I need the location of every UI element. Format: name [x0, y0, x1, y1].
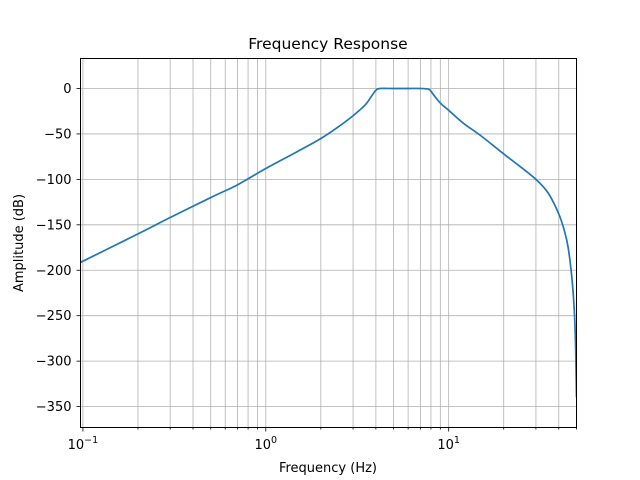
y-tick-label: −200 [36, 264, 72, 279]
y-tick-label: −350 [36, 400, 72, 415]
axis-ticks [76, 88, 577, 432]
y-tick-label: −150 [36, 218, 72, 233]
x-tick-label: 100 [254, 435, 277, 453]
y-tick-label: −300 [36, 355, 72, 370]
y-tick-labels: 0 −50 −100 −150 −200 −250 −300 −350 [36, 82, 72, 415]
y-tick-label: −100 [36, 173, 72, 188]
grid-lines [80, 58, 577, 428]
chart-title: Frequency Response [248, 35, 407, 53]
plot-frame [80, 58, 577, 428]
x-tick-label: 10−1 [68, 435, 99, 453]
x-tick-labels: 10−1 100 101 [68, 435, 460, 453]
x-tick-label: 101 [437, 435, 460, 453]
response-curve [80, 87, 577, 398]
x-axis-label: Frequency (Hz) [279, 461, 377, 476]
y-tick-label: 0 [63, 82, 71, 97]
y-tick-label: −250 [36, 309, 72, 324]
y-tick-label: −50 [44, 127, 71, 142]
y-axis-label: Amplitude (dB) [12, 194, 27, 292]
